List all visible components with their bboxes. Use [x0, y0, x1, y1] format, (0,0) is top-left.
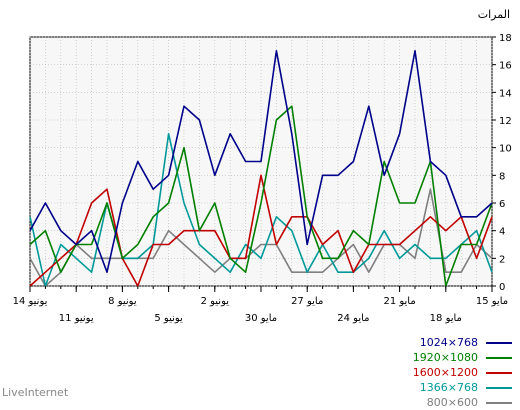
- legend-item: 1600×1200: [408, 365, 512, 380]
- legend-label: 1600×1200: [412, 366, 478, 379]
- series-line: [29, 174, 493, 287]
- series-line: [29, 49, 493, 274]
- legend-swatch: [486, 371, 512, 374]
- y-tick-label: 12: [499, 116, 512, 127]
- x-tick-label: 21 مايو: [383, 296, 415, 307]
- y-tick-label: 14: [499, 88, 512, 99]
- legend-swatch: [486, 401, 512, 404]
- legend-item: 800×600: [408, 395, 512, 410]
- legend-swatch: [486, 341, 512, 344]
- x-tick-label: 18 مايو: [430, 313, 462, 324]
- x-tick-label: 24 مايو: [337, 313, 369, 324]
- y-tick-label: 0: [499, 282, 505, 293]
- x-tick-label: 15 مايو: [476, 296, 508, 307]
- series-layer: [29, 49, 493, 287]
- legend-item: 1920×1080: [408, 350, 512, 365]
- y-tick-label: 2: [499, 254, 505, 265]
- y-axis-label: المرات: [478, 8, 510, 21]
- legend-item: 1366×768: [408, 380, 512, 395]
- y-ticks: 0 2 4 6 8 10 12 14 16 18: [492, 33, 512, 293]
- legend-label: 1366×768: [419, 381, 478, 394]
- y-tick-label: 8: [499, 171, 505, 182]
- watermark: LiveInternet: [2, 386, 69, 399]
- legend-label: 800×600: [426, 396, 478, 409]
- x-tick-label: 27 مايو: [291, 296, 323, 307]
- legend-swatch: [486, 386, 512, 389]
- x-tick-label: 8 يونيو: [108, 296, 137, 307]
- x-tick-label: 5 يونيو: [154, 313, 183, 324]
- x-tick-label: 30 مايو: [245, 313, 277, 324]
- legend-swatch: [486, 356, 512, 359]
- x-tick-label: 2 يونيو: [201, 296, 230, 307]
- legend-item: 1024×768: [408, 335, 512, 350]
- series-line: [29, 188, 493, 287]
- legend-label: 1024×768: [419, 336, 478, 349]
- series-line: [29, 105, 493, 287]
- y-tick-label: 18: [499, 33, 512, 44]
- x-tick-label: 14 يونيو: [13, 296, 48, 307]
- y-tick-label: 16: [499, 61, 512, 72]
- x-ticks: 14 يونيو 8 يونيو 2 يونيو 27 مايو 21 مايو 15 م…: [13, 286, 508, 324]
- y-tick-label: 4: [499, 227, 505, 238]
- legend-label: 1920×1080: [412, 351, 478, 364]
- x-tick-label: 11 يونيو: [59, 313, 94, 324]
- y-tick-label: 6: [499, 199, 505, 210]
- y-tick-label: 10: [499, 144, 512, 155]
